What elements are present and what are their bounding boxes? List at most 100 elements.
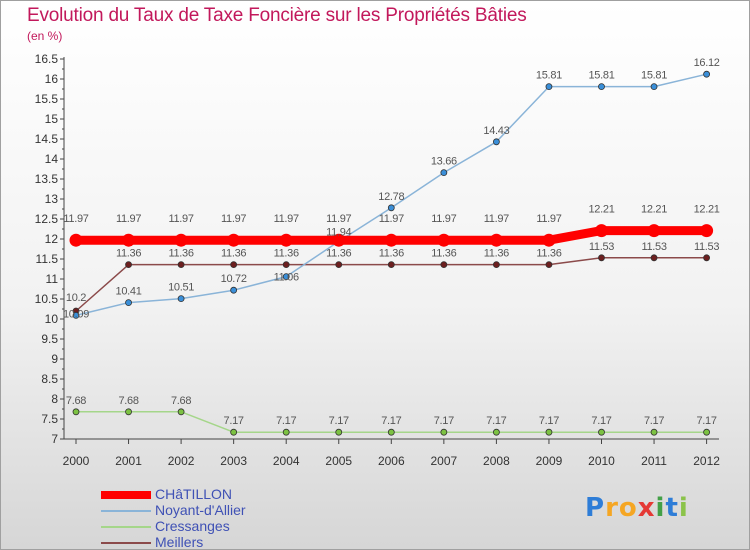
legend-label: Meillers [155, 534, 204, 550]
legend-swatch [101, 491, 151, 499]
y-tick-label: 9 [51, 352, 58, 366]
data-point-3 [545, 261, 553, 269]
data-label-0: 11.97 [431, 213, 456, 225]
data-label-3: 11.36 [431, 248, 456, 260]
logo-letter: i [655, 493, 666, 523]
y-tick-label: 12 [45, 232, 59, 246]
data-point-1 [230, 286, 238, 294]
data-point-1 [72, 311, 80, 319]
data-label-1: 12.78 [378, 191, 404, 203]
data-point-0 [69, 233, 83, 247]
data-label-2: 7.17 [381, 415, 401, 427]
data-label-0: 12.21 [641, 204, 667, 216]
data-point-0 [384, 233, 398, 247]
y-tick-label: 16.5 [35, 52, 59, 66]
x-tick-label: 2004 [273, 454, 300, 468]
y-tick-label: 16 [45, 72, 59, 86]
data-label-0: 12.21 [694, 204, 720, 216]
data-point-0 [542, 233, 556, 247]
data-label-2: 7.17 [539, 415, 559, 427]
data-point-3 [703, 254, 710, 262]
proxiti-logo: Proxiti [585, 493, 689, 523]
data-label-1: 10.72 [221, 273, 247, 285]
data-point-3 [650, 254, 658, 262]
data-label-0: 11.97 [63, 213, 88, 225]
data-point-1 [545, 83, 553, 90]
logo-letter: t [665, 493, 679, 523]
x-tick-label: 2012 [693, 454, 720, 468]
data-point-3 [230, 261, 238, 269]
data-point-1 [177, 295, 185, 303]
x-tick-label: 2007 [430, 454, 457, 468]
data-label-3: 11.36 [379, 248, 404, 260]
data-label-3: 11.36 [536, 248, 561, 260]
logo-letter: o [618, 493, 638, 523]
data-label-1: 15.81 [641, 70, 667, 82]
data-label-2: 7.17 [486, 415, 506, 427]
data-point-0 [647, 224, 661, 238]
data-point-3 [177, 261, 185, 269]
data-label-1: 14.43 [483, 125, 509, 137]
data-point-3 [387, 261, 395, 269]
data-point-1 [703, 70, 710, 78]
data-label-3: 10.2 [66, 292, 86, 304]
data-point-2 [492, 428, 500, 436]
data-label-2: 7.17 [434, 415, 454, 427]
legend-swatch [101, 526, 151, 528]
y-tick-label: 11.5 [36, 252, 59, 266]
legend-label: CHâTILLON [155, 486, 233, 502]
logo-letter: i [678, 493, 689, 523]
x-tick-label: 2005 [325, 454, 352, 468]
data-point-3 [440, 261, 448, 269]
data-label-0: 11.97 [484, 213, 509, 225]
data-label-3: 11.36 [116, 248, 141, 260]
legend-label: Noyant-d'Allier [155, 502, 246, 518]
data-point-0 [174, 233, 188, 247]
data-point-2 [125, 408, 132, 416]
data-point-1 [125, 299, 132, 307]
data-label-1: 10.41 [116, 286, 142, 298]
data-point-0 [332, 233, 346, 247]
data-point-2 [230, 428, 238, 436]
x-tick-label: 2008 [483, 454, 510, 468]
y-tick-label: 15 [45, 112, 59, 126]
data-label-1: 15.81 [536, 70, 562, 82]
data-label-1: 11.06 [274, 272, 299, 284]
data-point-1 [440, 169, 448, 177]
data-label-0: 11.97 [379, 213, 404, 225]
data-point-3 [282, 261, 290, 269]
data-label-2: 7.68 [66, 395, 86, 407]
data-label-1: 16.12 [694, 57, 720, 69]
data-point-0 [437, 233, 451, 247]
y-tick-label: 9.5 [41, 332, 58, 346]
data-label-1: 15.81 [588, 70, 614, 82]
data-label-1: 10.51 [168, 282, 194, 294]
data-label-0: 11.97 [536, 213, 561, 225]
data-point-3 [125, 261, 132, 269]
data-point-0 [279, 233, 293, 247]
data-label-3: 11.36 [326, 248, 351, 260]
x-tick-label: 2006 [378, 454, 405, 468]
data-point-2 [282, 428, 290, 436]
chart-title: Evolution du Taux de Taxe Foncière sur l… [27, 5, 527, 26]
y-tick-label: 8.5 [41, 372, 58, 386]
x-tick-label: 2002 [168, 454, 195, 468]
logo-letter: P [585, 493, 606, 523]
data-label-2: 7.68 [171, 395, 191, 407]
y-tick-label: 7.5 [41, 412, 58, 426]
data-point-3 [598, 254, 605, 262]
data-label-0: 12.21 [588, 204, 614, 216]
y-tick-label: 8 [51, 392, 58, 406]
logo-letter: x [637, 493, 656, 523]
y-tick-label: 11 [46, 272, 59, 286]
data-label-2: 7.17 [276, 415, 296, 427]
data-label-1: 10.09 [63, 308, 89, 320]
data-point-0 [595, 224, 608, 238]
data-point-3 [492, 261, 500, 269]
data-point-0 [227, 233, 241, 247]
data-point-2 [440, 428, 448, 436]
data-label-3: 11.53 [589, 241, 614, 253]
data-point-2 [703, 428, 710, 436]
data-label-2: 7.17 [224, 415, 244, 427]
